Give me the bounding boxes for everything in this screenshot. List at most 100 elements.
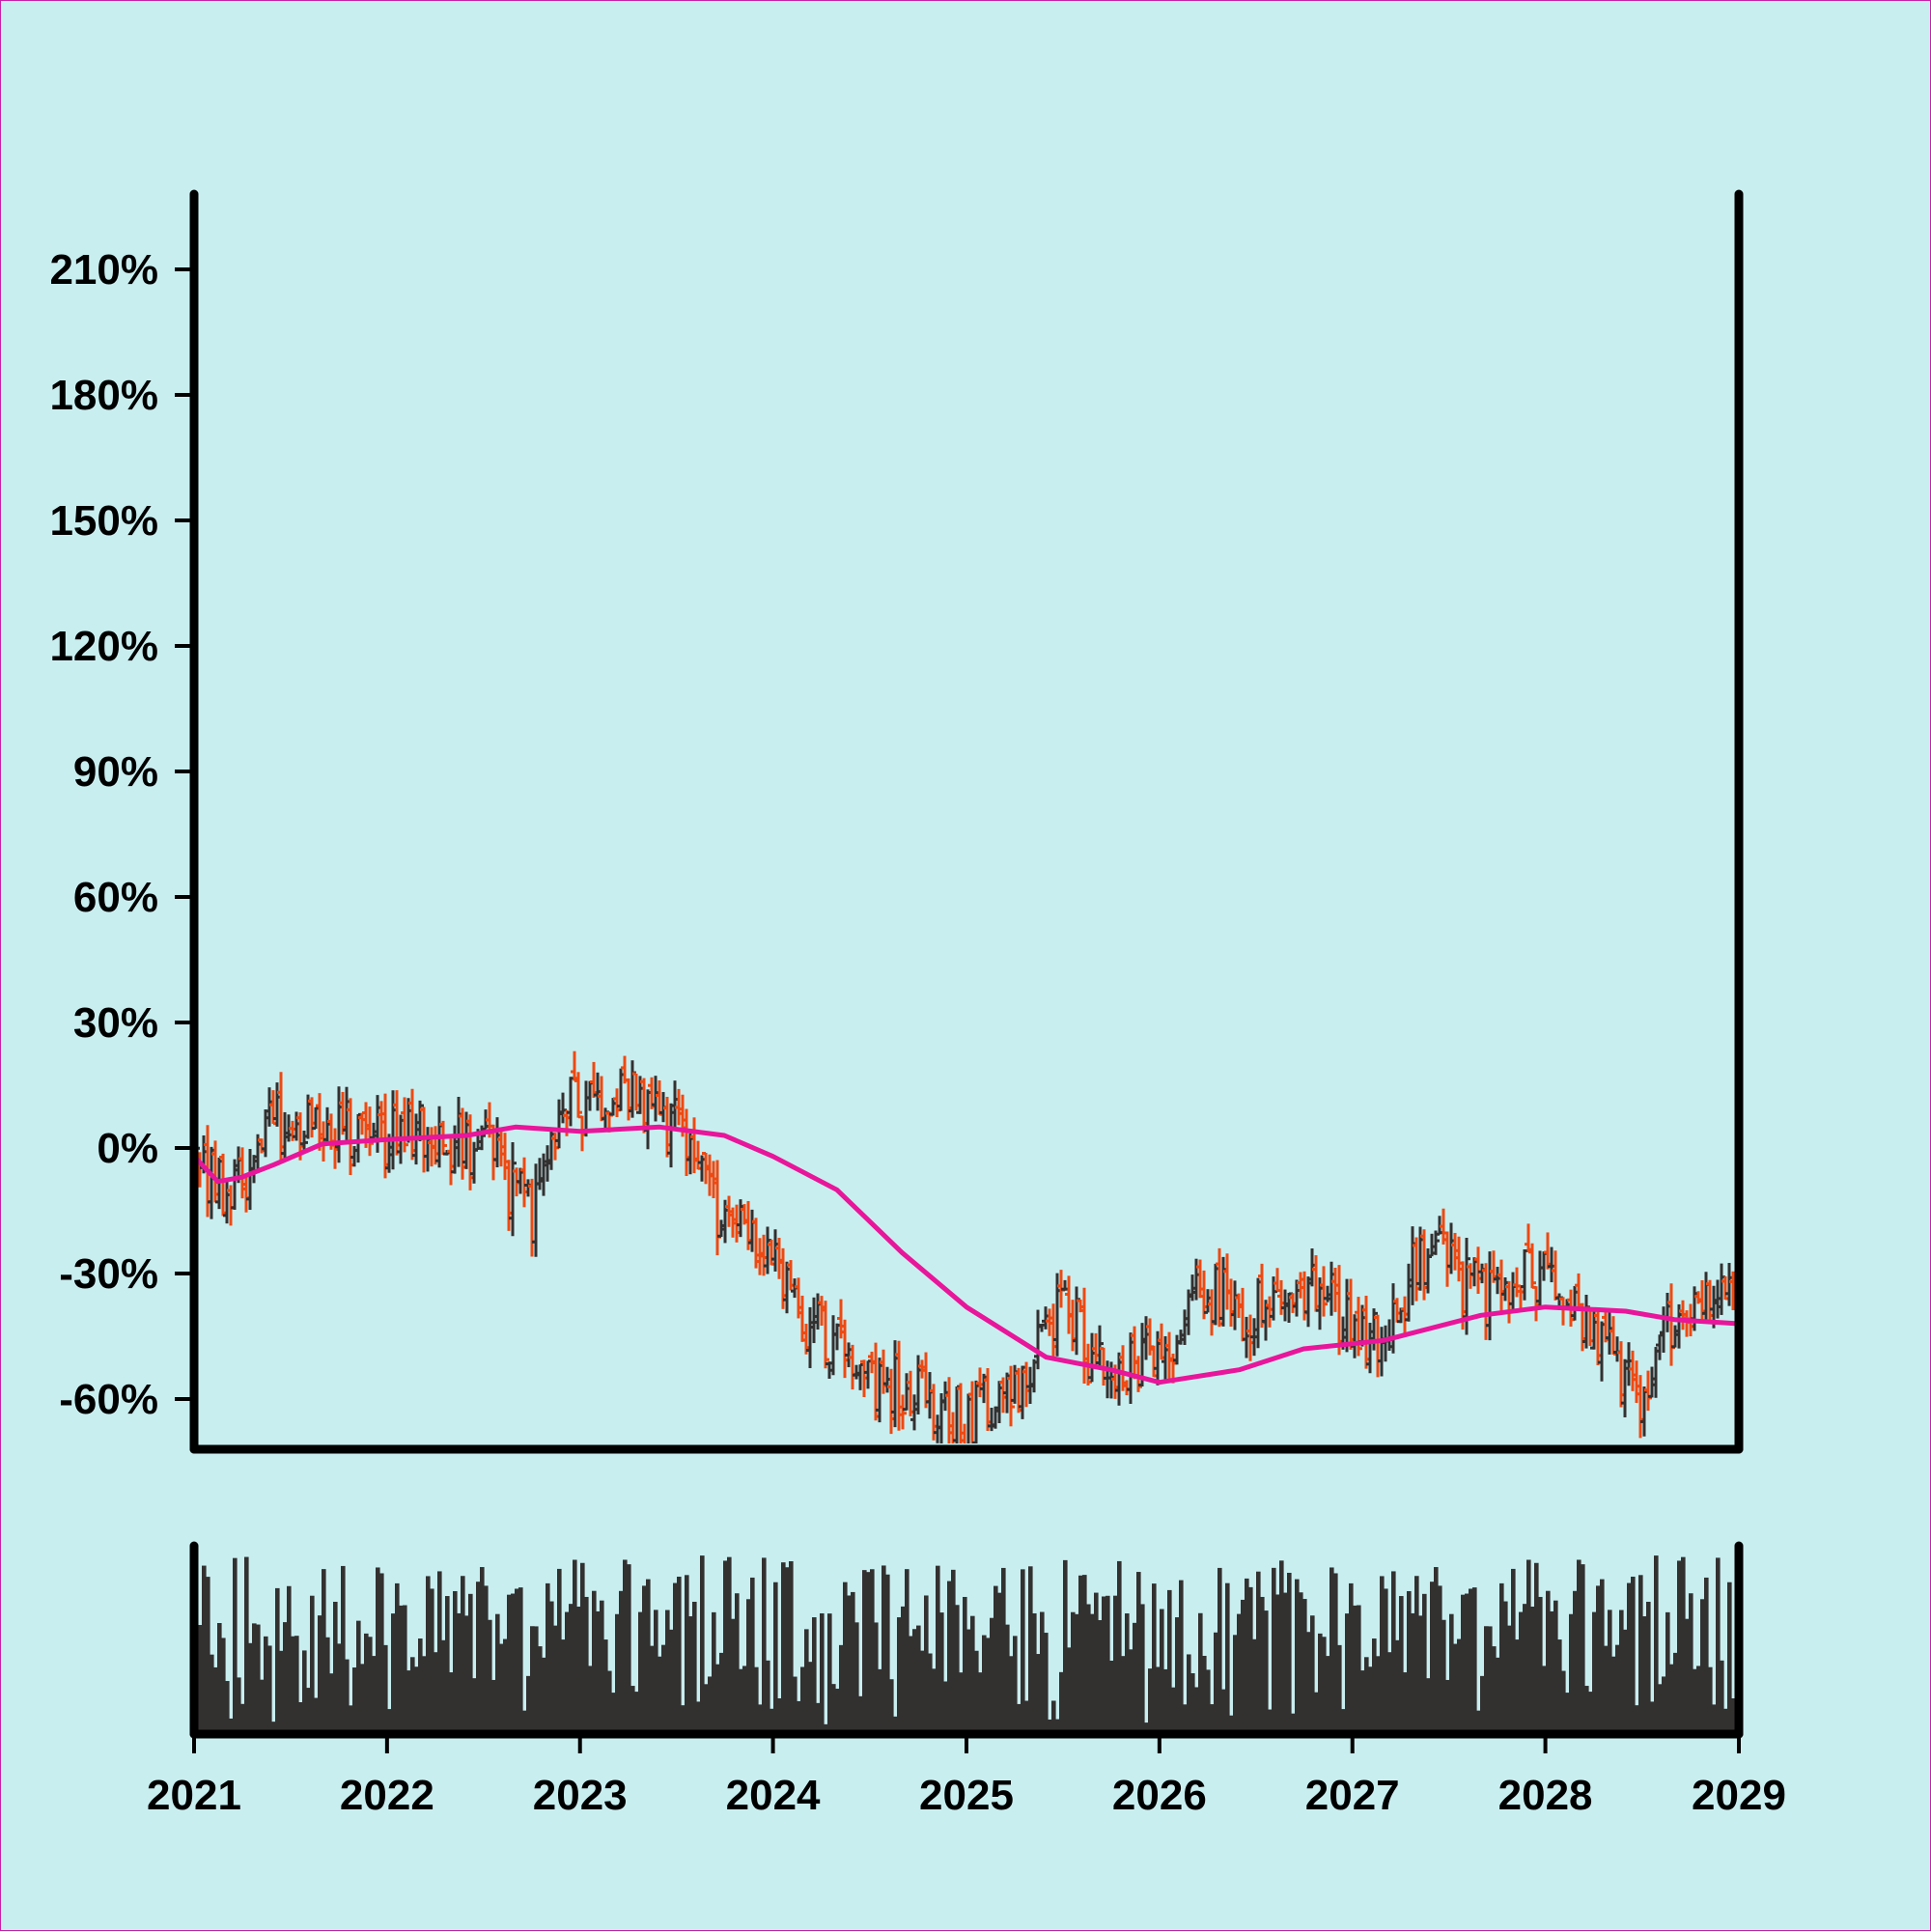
volume-bar	[472, 1678, 477, 1734]
volume-bar	[279, 1650, 284, 1734]
volume-bar	[356, 1620, 361, 1734]
volume-bar	[1086, 1604, 1091, 1734]
volume-bar	[928, 1653, 933, 1734]
volume-bar	[376, 1567, 380, 1734]
volume-bar	[870, 1569, 875, 1734]
volume-bar	[1731, 1697, 1736, 1734]
volume-bar	[1372, 1638, 1377, 1734]
volume-bar	[770, 1708, 774, 1734]
volume-bar	[1179, 1580, 1184, 1734]
volume-bar	[314, 1697, 319, 1734]
volume-bar	[1704, 1577, 1709, 1734]
volume-bar	[851, 1591, 855, 1734]
volume-bar	[762, 1557, 767, 1734]
volume-bar	[580, 1562, 585, 1734]
volume-bar	[538, 1646, 543, 1734]
volume-bar	[750, 1577, 755, 1734]
volume-bar	[457, 1612, 462, 1734]
volume-bar	[1391, 1571, 1396, 1734]
volume-bar	[1040, 1611, 1045, 1734]
volume-bar	[1048, 1719, 1052, 1734]
volume-bar	[847, 1595, 852, 1734]
volume-bar	[1221, 1689, 1226, 1734]
ohlc-bar	[366, 1106, 374, 1157]
volume-bar	[1341, 1709, 1346, 1734]
volume-bar	[959, 1672, 964, 1734]
volume-bar	[1241, 1599, 1245, 1734]
volume-bar	[1098, 1620, 1103, 1734]
volume-bar	[947, 1581, 952, 1734]
volume-bar	[1646, 1601, 1651, 1734]
volume-bar	[1677, 1560, 1682, 1734]
volume-bar	[225, 1681, 230, 1734]
volume-bar	[1187, 1654, 1191, 1734]
x-tick-label: 2024	[726, 1772, 821, 1819]
volume-bar	[349, 1705, 353, 1734]
volume-bar	[1484, 1626, 1489, 1734]
volume-bar	[642, 1585, 647, 1734]
volume-bar	[739, 1668, 743, 1734]
volume-bar	[476, 1582, 481, 1734]
volume-bar	[1426, 1678, 1431, 1734]
volume-bar	[797, 1700, 801, 1734]
volume-bar	[1441, 1619, 1446, 1734]
volume-bar	[437, 1571, 442, 1734]
volume-bar	[878, 1668, 882, 1734]
volume-bar	[1438, 1585, 1442, 1734]
volume-bar	[1534, 1562, 1539, 1734]
volume-bar	[1642, 1616, 1647, 1734]
volume-bar	[1152, 1583, 1157, 1734]
volume-bar	[1233, 1635, 1238, 1734]
volume-bar	[696, 1701, 701, 1734]
volume-bar	[488, 1619, 492, 1734]
volume-bar	[1117, 1560, 1122, 1734]
volume-bar	[1627, 1582, 1632, 1734]
volume-bar	[1523, 1604, 1527, 1734]
volume-bar	[1090, 1613, 1095, 1734]
volume-bar	[1720, 1660, 1724, 1734]
volume-bar	[627, 1564, 631, 1734]
volume-bar	[1349, 1582, 1354, 1734]
volume-bar	[1360, 1670, 1365, 1734]
volume-bar	[1635, 1705, 1639, 1734]
volume-bar	[1318, 1633, 1323, 1734]
volume-bar	[1078, 1575, 1083, 1734]
volume-bar	[650, 1645, 655, 1734]
volume-bar	[549, 1601, 554, 1734]
volume-bar	[1071, 1611, 1076, 1734]
volume-bar	[1044, 1633, 1049, 1734]
volume-bar	[820, 1612, 825, 1734]
volume-bar	[1418, 1615, 1423, 1734]
volume-bar	[1492, 1646, 1497, 1734]
volume-bar	[1422, 1593, 1427, 1734]
volume-bar	[1156, 1666, 1161, 1734]
volume-bar	[526, 1675, 531, 1734]
volume-bar	[719, 1652, 724, 1734]
volume-bar	[1384, 1588, 1388, 1734]
volume-bar	[1051, 1700, 1056, 1734]
x-tick-label: 2022	[340, 1772, 434, 1819]
volume-bar	[430, 1588, 434, 1734]
volume-bar	[1001, 1567, 1006, 1734]
volume-bar	[1584, 1686, 1589, 1734]
volume-bar	[534, 1626, 539, 1734]
volume-bar	[491, 1679, 496, 1734]
volume-bar	[584, 1596, 589, 1734]
volume-bar	[1673, 1652, 1678, 1734]
volume-bar	[673, 1582, 678, 1734]
volume-bar	[468, 1593, 473, 1734]
volume-bar	[1295, 1579, 1300, 1734]
volume-bar	[434, 1652, 438, 1734]
volume-bar	[1299, 1592, 1303, 1734]
volume-bar	[1129, 1649, 1133, 1734]
volume-bar	[1631, 1576, 1636, 1734]
volume-bar	[854, 1622, 859, 1734]
volume-bar	[932, 1668, 937, 1734]
volume-bar	[1102, 1596, 1106, 1734]
volume-bar	[742, 1666, 747, 1734]
volume-bar	[658, 1656, 662, 1734]
volume-bar	[603, 1639, 608, 1734]
volume-bar	[1202, 1655, 1207, 1734]
volume-bar	[1105, 1595, 1110, 1734]
volume-bar	[368, 1637, 373, 1734]
